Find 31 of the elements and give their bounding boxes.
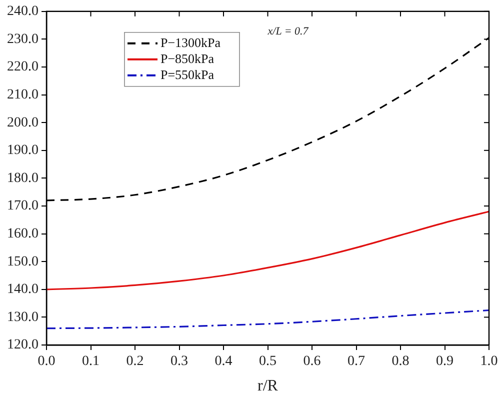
legend-label: P=550kPa	[160, 66, 214, 82]
x-tick-label: 0.5	[259, 354, 276, 370]
y-tick-label: 190.0	[7, 143, 38, 158]
y-tick-label: 230.0	[7, 32, 38, 47]
y-tick-label: 210.0	[7, 87, 38, 102]
x-tick-label: 0.2	[126, 354, 144, 370]
x-tick-label: 0.7	[348, 354, 365, 370]
y-tick-label: 160.0	[7, 226, 38, 242]
y-tick-label: 140.0	[7, 282, 38, 298]
y-tick-label: 130.0	[7, 310, 38, 325]
x-tick-label: 1.0	[480, 354, 498, 370]
x-tick-label: 0.9	[436, 354, 454, 370]
x-tick-label: 0.6	[303, 354, 321, 370]
y-tick-label: 200.0	[7, 115, 38, 130]
x-tick-label: 0.1	[82, 354, 100, 370]
x-tick-label: 0.4	[214, 354, 232, 370]
x-tick-label: 0.0	[38, 354, 56, 370]
y-tick-label: 170.0	[7, 198, 38, 214]
line-series	[46, 210, 489, 290]
y-tick-label: 180.0	[7, 170, 38, 186]
y-tick-label: 240.0	[7, 4, 38, 20]
annotation: x/L = 0.7	[266, 25, 309, 38]
legend-label: P−850kPa	[160, 50, 214, 66]
x-tick-label: 0.8	[392, 354, 410, 370]
y-tick-label: 220.0	[7, 60, 38, 75]
line-series	[46, 309, 489, 330]
y-tick-label: 150.0	[7, 254, 38, 270]
x-tick-label: 0.3	[170, 354, 188, 370]
legend-label: P−1300kPa	[160, 34, 221, 50]
x-axis-title: r/R	[258, 378, 278, 395]
y-tick-label: 120.0	[7, 338, 38, 353]
